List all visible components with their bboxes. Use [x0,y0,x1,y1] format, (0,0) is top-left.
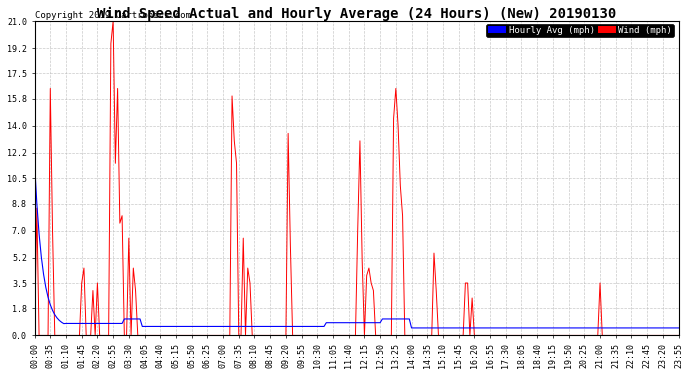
Hourly Avg (mph) [407,326,415,330]
Text: Copyright 2019 Cartronics.com: Copyright 2019 Cartronics.com [34,10,190,20]
Hourly Avg (mph) [584,326,593,330]
Title: Wind Speed Actual and Hourly Average (24 Hours) (New) 20190130: Wind Speed Actual and Hourly Average (24… [97,7,616,21]
Wind (mph) [620,333,629,338]
Wind (mph) [86,333,95,338]
Hourly Avg (mph) [674,326,682,330]
Wind (mph) [600,333,609,338]
Hourly Avg (mph) [573,326,582,330]
Hourly Avg (mph) [620,326,629,330]
Hourly Avg (mph) [600,326,609,330]
Line: Wind (mph): Wind (mph) [34,21,678,335]
Hourly Avg (mph) [30,161,39,165]
Wind (mph) [358,258,366,263]
Wind (mph) [573,333,582,338]
Wind (mph) [674,333,682,338]
Line: Hourly Avg (mph): Hourly Avg (mph) [34,163,678,328]
Hourly Avg (mph) [356,321,364,325]
Legend: Hourly Avg (mph), Wind (mph): Hourly Avg (mph), Wind (mph) [486,24,674,37]
Wind (mph) [109,19,117,23]
Wind (mph) [30,333,39,338]
Wind (mph) [584,333,593,338]
Hourly Avg (mph) [86,321,95,326]
